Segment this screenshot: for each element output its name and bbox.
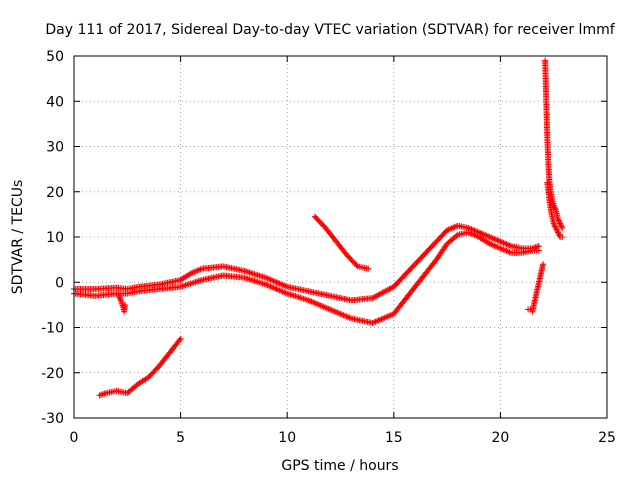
data-point (535, 247, 542, 254)
y-tick-label: -30 (41, 411, 64, 427)
series-main-band-lower (71, 229, 542, 326)
chart-title: Day 111 of 2017, Sidereal Day-to-day VTE… (45, 22, 615, 38)
grid-layer (74, 56, 607, 418)
plot-frame (73, 55, 608, 419)
data-point (177, 335, 184, 342)
x-tick-label: 0 (70, 430, 79, 446)
series-dip-2.3h (115, 292, 129, 315)
x-axis-label: GPS time / hours (281, 458, 398, 474)
series-isolated (525, 261, 547, 315)
series-spike-22h-inner (544, 179, 566, 240)
x-tick-label: 25 (598, 430, 616, 446)
data-point (559, 234, 566, 240)
y-tick-label: 30 (46, 140, 64, 156)
tick-layer: 0 5 10 15 20 25 -30 -20 -10 0 10 20 30 40 50 (41, 49, 616, 446)
y-tick-label: 40 (46, 94, 64, 110)
y-axis-label: SDTVAR / TECUs (10, 180, 26, 295)
series-spike-22h (542, 57, 566, 231)
data-point (540, 261, 547, 268)
y-tick-label: -20 (41, 366, 64, 382)
series-track-1-5h (96, 335, 184, 399)
y-tick-label: 10 (46, 230, 64, 246)
series-track-11-14h (311, 213, 372, 272)
data-point (365, 265, 372, 272)
y-tick-label: 50 (46, 49, 64, 65)
x-tick-label: 5 (176, 430, 185, 446)
data-marks (71, 57, 566, 399)
x-tick-label: 15 (385, 430, 403, 446)
x-tick-label: 20 (491, 430, 509, 446)
data-point (122, 301, 129, 308)
data-point (559, 224, 566, 231)
data-point (176, 337, 183, 344)
y-tick-label: -10 (41, 321, 64, 337)
x-tick-label: 10 (278, 430, 296, 446)
y-tick-label: 20 (46, 185, 64, 201)
data-point (453, 232, 460, 239)
y-tick-label: 0 (55, 275, 64, 291)
